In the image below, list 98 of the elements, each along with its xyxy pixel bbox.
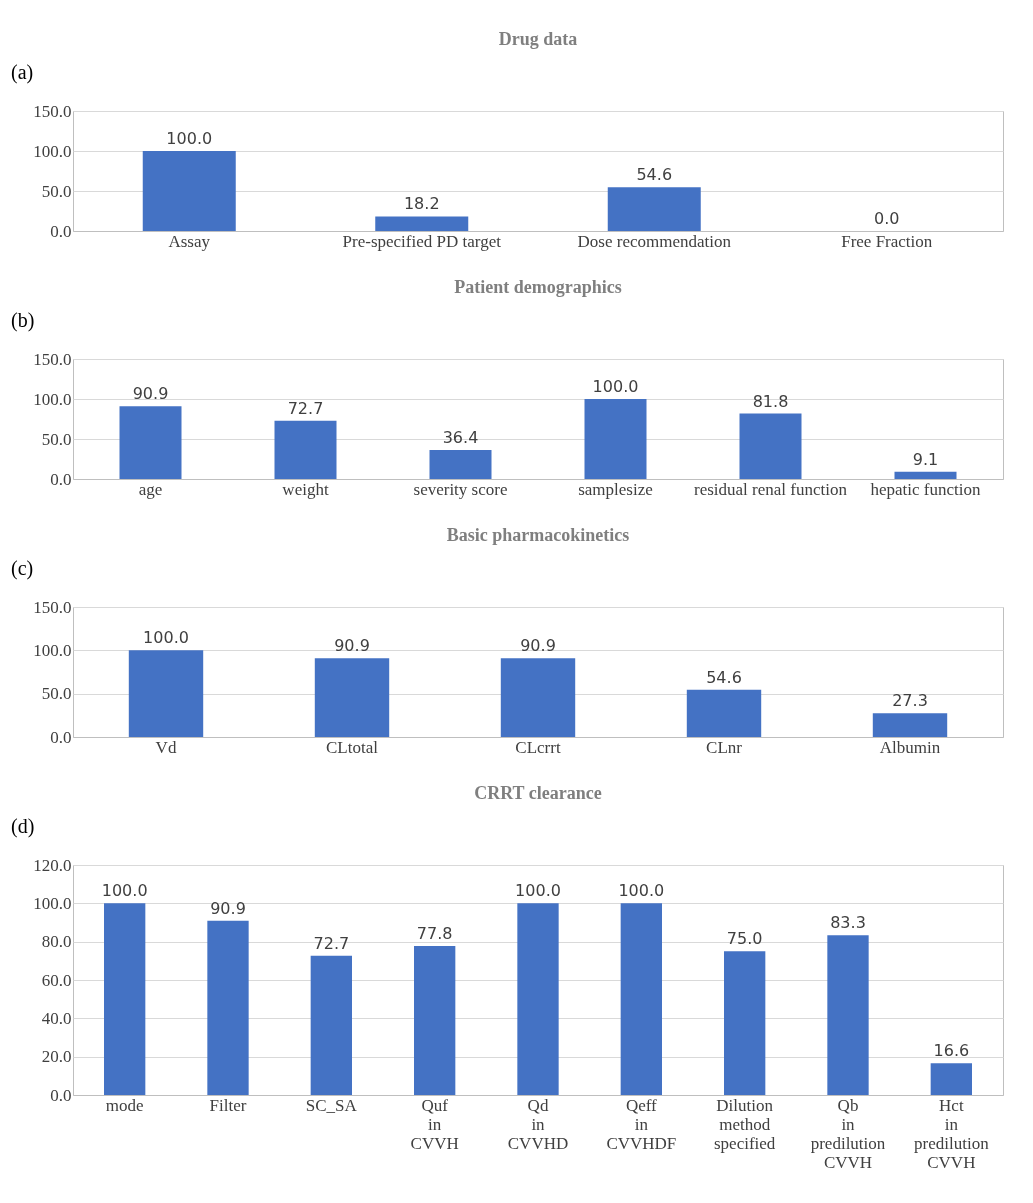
- bar: [310, 955, 352, 1095]
- x-tick-label: hepatic function: [870, 479, 981, 499]
- y-tick-label: 50.0: [41, 684, 72, 704]
- x-tick-label: age: [138, 479, 163, 499]
- data-label: 72.7: [287, 398, 324, 418]
- bar: [620, 903, 662, 1095]
- x-tick-label: Qd in CVVHD: [507, 1095, 569, 1153]
- data-label: 100.0: [618, 881, 665, 901]
- data-label: 16.6: [933, 1041, 970, 1061]
- text: (b): [11, 309, 35, 332]
- data-label: 90.9: [210, 898, 246, 918]
- text: (d): [11, 815, 35, 838]
- data-label: 75.0: [726, 929, 763, 949]
- x-tick-label: residual renal function: [694, 479, 848, 499]
- bar: [429, 449, 492, 479]
- bar: [607, 187, 701, 231]
- x-tick-label: mode: [105, 1095, 144, 1115]
- bar: [414, 945, 456, 1095]
- y-tick-label: 0.0: [50, 727, 72, 747]
- x-tick-label: SC_SA: [305, 1095, 358, 1115]
- bar: [207, 920, 249, 1095]
- x-tick-label: Dose recommendation: [577, 231, 732, 251]
- x-tick-label: Vd: [155, 737, 177, 757]
- y-tick-label: 50.0: [41, 181, 72, 201]
- bar: [872, 713, 948, 737]
- chart-title: CRRT clearance: [474, 783, 602, 803]
- y-tick-label: 80.0: [41, 932, 72, 952]
- chart-title: Patient demographics: [454, 277, 622, 297]
- y-tick-label: 40.0: [41, 1008, 72, 1028]
- x-tick-label: Qb in predilution CVVH: [810, 1095, 886, 1172]
- data-label: 100.0: [101, 881, 148, 901]
- y-tick-label: 150.0: [33, 101, 72, 121]
- x-tick-label: Pre-specified PD target: [342, 231, 502, 251]
- data-label: 81.8: [752, 391, 789, 411]
- y-tick-label: 20.0: [41, 1047, 72, 1067]
- bar: [930, 1063, 972, 1095]
- y-tick-label: 150.0: [33, 597, 72, 617]
- x-tick-label: weight: [282, 479, 329, 499]
- data-label: 77.8: [416, 923, 453, 943]
- x-tick-label: Assay: [168, 231, 211, 251]
- x-tick-label: Qeff in CVVHDF: [606, 1095, 677, 1153]
- data-label: 83.3: [830, 913, 866, 933]
- data-label: 100.0: [143, 628, 189, 648]
- y-tick-label: 100.0: [33, 389, 72, 409]
- text: (c): [11, 557, 34, 580]
- bar: [584, 399, 647, 479]
- y-tick-label: 100.0: [33, 640, 72, 660]
- bar: [686, 689, 762, 737]
- bar: [314, 658, 390, 737]
- bar: [128, 650, 204, 737]
- bar: [739, 413, 802, 479]
- bar: [894, 471, 957, 479]
- y-tick-label: 0.0: [50, 1085, 72, 1105]
- data-label: 100.0: [166, 129, 213, 148]
- data-label: 18.2: [403, 194, 440, 214]
- y-tick-label: 60.0: [41, 970, 72, 990]
- bar: [827, 935, 869, 1095]
- x-tick-label: Filter: [209, 1095, 247, 1115]
- y-tick-label: 100.0: [33, 141, 72, 161]
- x-tick-label: Free Fraction: [841, 231, 933, 251]
- text: (a): [11, 61, 34, 84]
- data-label: 90.9: [132, 384, 169, 404]
- x-tick-label: Dilution method specified: [713, 1095, 776, 1153]
- bar: [375, 216, 469, 231]
- data-label: 90.9: [334, 636, 370, 656]
- data-label: 72.7: [313, 933, 350, 953]
- y-tick-label: 0.0: [50, 469, 72, 489]
- data-label: 9.1: [912, 449, 939, 469]
- data-label: 90.9: [520, 636, 556, 656]
- y-tick-label: 50.0: [41, 429, 72, 449]
- y-tick-label: 100.0: [33, 893, 72, 913]
- data-label: 100.0: [592, 377, 639, 396]
- chart-title: Basic pharmacokinetics: [446, 525, 630, 545]
- y-tick-label: 0.0: [50, 221, 72, 241]
- y-tick-label: 120.0: [33, 855, 72, 875]
- bar: [500, 658, 576, 737]
- data-label: 36.4: [442, 427, 479, 447]
- x-tick-label: Albumin: [879, 737, 941, 757]
- bar: [142, 151, 236, 231]
- y-tick-label: 150.0: [33, 349, 72, 369]
- data-label: 54.6: [636, 165, 673, 185]
- bar: [104, 903, 146, 1095]
- bar: [724, 951, 766, 1095]
- data-label: 54.6: [706, 667, 742, 687]
- x-tick-label: severity score: [413, 479, 508, 499]
- x-tick-label: Quf in CVVH: [410, 1095, 459, 1153]
- data-label: 0.0: [874, 209, 900, 228]
- data-label: 100.0: [515, 881, 561, 901]
- bar: [517, 903, 559, 1095]
- x-tick-label: samplesize: [578, 479, 653, 499]
- bar: [119, 406, 182, 479]
- bar: [274, 420, 337, 479]
- x-tick-label: CLcrrt: [515, 737, 561, 757]
- x-tick-label: Hct in predilution CVVH: [914, 1095, 990, 1172]
- x-tick-label: CLnr: [706, 737, 743, 757]
- data-label: 27.3: [892, 691, 928, 711]
- chart-title: Drug data: [498, 29, 578, 49]
- x-tick-label: CLtotal: [326, 737, 379, 757]
